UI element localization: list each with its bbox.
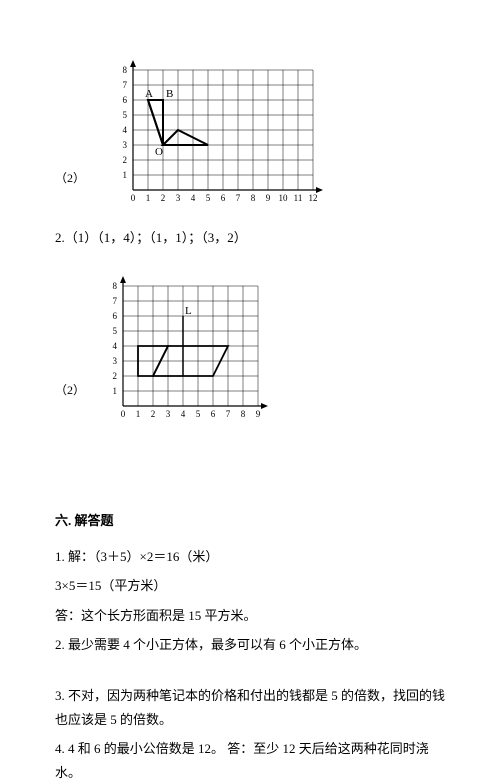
svg-text:6: 6	[123, 95, 128, 105]
svg-text:0: 0	[131, 193, 136, 203]
q3-text: 3. 不对，因为两种笔记本的价格和付出的钱都是 5 的倍数，找回的钱也应该是 5…	[55, 684, 445, 731]
figure-1-row: （2） 012345678910111212345678ABO	[55, 50, 445, 210]
answer-2-coordinates: 2.（1）（1，4）；（1，1）；（3，2）	[55, 226, 445, 249]
grid-chart-2: 012345678912345678L	[93, 271, 273, 421]
svg-text:10: 10	[279, 193, 289, 203]
svg-text:9: 9	[256, 409, 261, 419]
q1-line2: 3×5＝15（平方米）	[55, 574, 445, 597]
q1-line1: 1. 解：（3＋5）×2＝16（米）	[55, 545, 445, 568]
svg-text:7: 7	[123, 80, 128, 90]
svg-text:3: 3	[123, 140, 128, 150]
q4-text: 4. 4 和 6 的最小公倍数是 12。 答：至少 12 天后给这两种花同时浇水…	[55, 737, 445, 784]
figure-2-row: （2） 012345678912345678L	[55, 271, 445, 421]
svg-text:8: 8	[251, 193, 256, 203]
svg-text:0: 0	[121, 409, 126, 419]
svg-text:1: 1	[136, 409, 141, 419]
svg-text:8: 8	[123, 65, 128, 75]
svg-text:1: 1	[123, 170, 128, 180]
svg-text:3: 3	[113, 356, 118, 366]
q2-text: 2. 最少需要 4 个小正方体，最多可以有 6 个小正方体。	[55, 633, 445, 656]
svg-text:2: 2	[161, 193, 166, 203]
svg-text:3: 3	[176, 193, 181, 203]
svg-text:7: 7	[113, 296, 118, 306]
svg-text:7: 7	[236, 193, 241, 203]
grid-chart-1: 012345678910111212345678ABO	[93, 50, 323, 210]
figure-1-label: （2）	[55, 168, 85, 190]
svg-text:5: 5	[113, 326, 118, 336]
svg-text:O: O	[155, 146, 163, 158]
svg-text:4: 4	[191, 193, 196, 203]
svg-text:1: 1	[146, 193, 151, 203]
svg-text:4: 4	[113, 341, 118, 351]
svg-text:12: 12	[309, 193, 318, 203]
section-6-title: 六. 解答题	[55, 509, 445, 532]
figure-2-label: （2）	[55, 380, 85, 402]
svg-text:7: 7	[226, 409, 231, 419]
svg-text:11: 11	[294, 193, 303, 203]
svg-text:2: 2	[151, 409, 156, 419]
svg-text:6: 6	[211, 409, 216, 419]
svg-text:L: L	[185, 305, 192, 317]
svg-text:5: 5	[123, 110, 128, 120]
q1-line3: 答：这个长方形面积是 15 平方米。	[55, 604, 445, 627]
svg-text:5: 5	[196, 409, 201, 419]
svg-text:A: A	[145, 88, 153, 100]
svg-text:1: 1	[113, 386, 118, 396]
svg-text:B: B	[166, 88, 173, 100]
svg-text:8: 8	[113, 281, 118, 291]
svg-text:9: 9	[266, 193, 271, 203]
svg-text:4: 4	[181, 409, 186, 419]
svg-text:8: 8	[241, 409, 246, 419]
svg-text:6: 6	[221, 193, 226, 203]
svg-text:2: 2	[113, 371, 118, 381]
svg-text:2: 2	[123, 155, 128, 165]
svg-text:5: 5	[206, 193, 211, 203]
svg-text:3: 3	[166, 409, 171, 419]
svg-text:4: 4	[123, 125, 128, 135]
svg-text:6: 6	[113, 311, 118, 321]
